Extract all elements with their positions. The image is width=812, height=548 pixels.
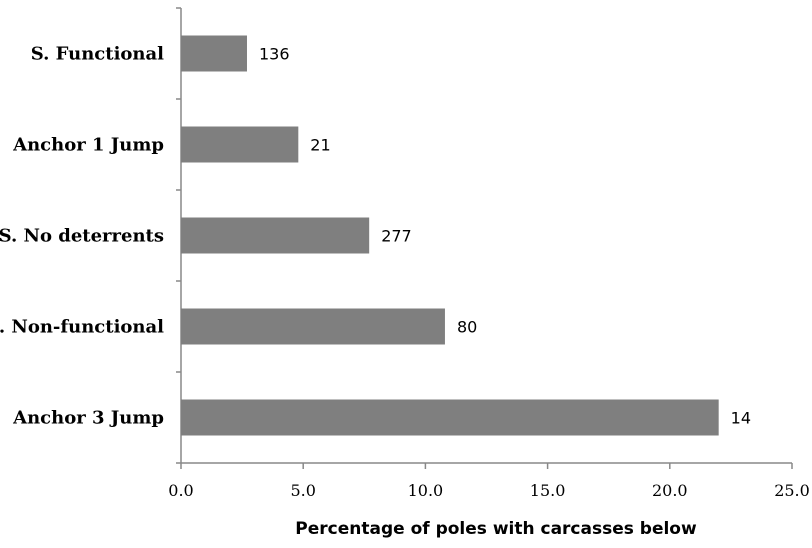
x-tick-label: 10.0 <box>408 481 444 500</box>
category-label: S. Non-functional <box>0 317 164 338</box>
data-label: 14 <box>731 409 751 428</box>
chart-bars <box>181 35 719 436</box>
bar <box>181 217 370 254</box>
category-label: S. Functional <box>31 44 164 65</box>
x-axis-title: Percentage of poles with carcasses below <box>295 519 697 539</box>
x-axis-ticks: 0.0 5.0 10.0 15.0 20.0 25.0 <box>168 463 810 500</box>
category-labels: S. Functional Anchor 1 Jump S. No deterren… <box>0 44 164 429</box>
data-label: 136 <box>259 45 290 64</box>
bar <box>181 35 247 72</box>
bar <box>181 399 719 436</box>
data-labels: 136 21 277 80 14 <box>259 45 751 428</box>
category-label: S. No deterrents <box>0 226 164 247</box>
category-label: Anchor 1 Jump <box>12 135 164 156</box>
x-tick-label: 15.0 <box>530 481 566 500</box>
bar <box>181 126 299 163</box>
x-tick-label: 5.0 <box>290 481 315 500</box>
x-tick-label: 20.0 <box>652 481 688 500</box>
data-label: 21 <box>310 136 330 155</box>
data-label: 277 <box>381 227 412 246</box>
category-label: Anchor 3 Jump <box>12 408 164 429</box>
x-tick-label: 0.0 <box>168 481 193 500</box>
data-label: 80 <box>457 318 477 337</box>
x-tick-label: 25.0 <box>774 481 810 500</box>
bar <box>181 308 445 345</box>
